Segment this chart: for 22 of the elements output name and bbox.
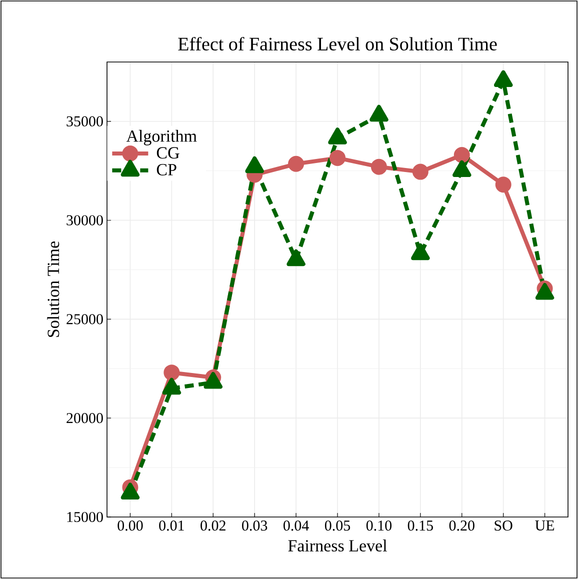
chart-title: Effect of Fairness Level on Solution Time [178, 36, 497, 50]
x-tick-label: 0.00 [118, 520, 143, 531]
legend-label: CG [156, 147, 180, 159]
x-tick-label: 0.02 [200, 520, 226, 531]
y-tick-label: 35000 [66, 116, 103, 126]
x-tick-label: 0.15 [408, 520, 433, 531]
legend-label: CP [156, 164, 176, 176]
x-tick-label: 0.20 [449, 520, 474, 531]
x-tick-label: 0.01 [159, 520, 184, 531]
y-axis-title: Solution Time [47, 242, 60, 337]
x-tick-label: 0.05 [324, 520, 350, 531]
x-tick-label: SO [494, 520, 512, 531]
y-tick-label: 20000 [66, 413, 103, 424]
y-tick-label: 25000 [66, 314, 103, 324]
y-tick-label: 15000 [67, 512, 103, 522]
x-tick-label: UE [535, 520, 554, 530]
y-tick-label: 30000 [66, 215, 103, 226]
x-tick-label: 0.04 [284, 520, 309, 531]
x-tick-label: 0.03 [242, 520, 268, 531]
x-tick-label: 0.10 [366, 520, 392, 531]
x-axis-title: Fairness Level [288, 540, 387, 552]
legend-title: Algorithm [126, 130, 197, 146]
